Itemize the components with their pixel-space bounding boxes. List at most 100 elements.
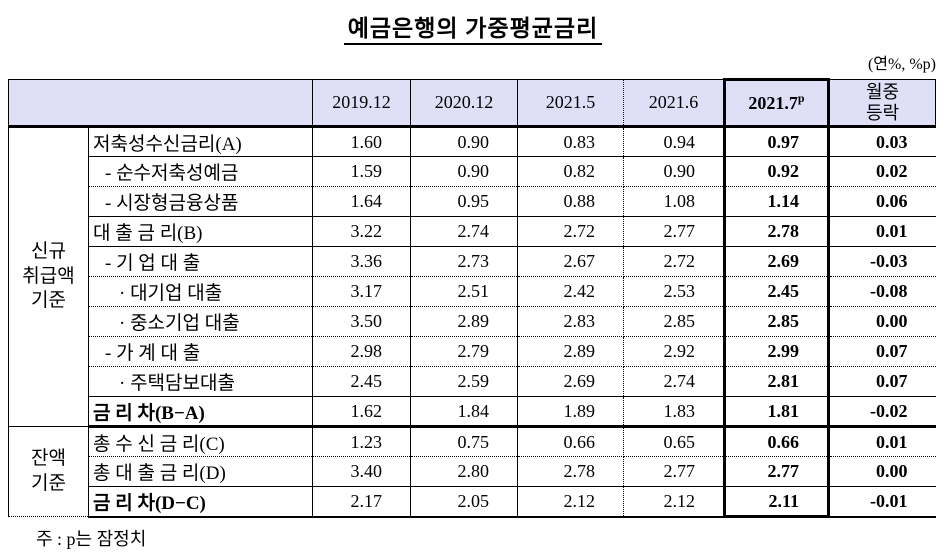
value-cell: 2.72: [517, 216, 624, 247]
value-cell: 0.02: [828, 156, 936, 187]
value-cell: 2.83: [517, 306, 624, 337]
value-cell: 2.74: [410, 216, 518, 247]
value-cell: 2.72: [623, 246, 725, 277]
value-cell: 2.53: [623, 276, 725, 307]
value-cell: 2.69: [723, 246, 830, 277]
column-header-2021-7p-text: 2021.7: [748, 93, 798, 114]
row-label: 금 리 차(B−A): [88, 396, 313, 428]
table-row: 금 리 차(B−A) 1.62 1.84 1.89 1.83 1.81 -0.0…: [9, 396, 936, 428]
value-cell: 2.85: [623, 306, 725, 337]
value-cell: 1.59: [312, 156, 411, 187]
value-cell: 2.78: [517, 456, 624, 487]
value-cell: 0.65: [623, 426, 725, 457]
value-cell: 2.51: [410, 276, 518, 307]
row-label: 총 수 신 금 리(C): [88, 426, 313, 457]
value-cell: 2.17: [312, 486, 411, 518]
column-header-2021-6: 2021.6: [623, 79, 725, 128]
value-cell: 0.66: [723, 426, 830, 457]
value-cell: 0.03: [828, 126, 936, 157]
value-cell: 2.42: [517, 276, 624, 307]
value-cell: 2.73: [410, 246, 518, 277]
row-label: · 대기업 대출: [88, 276, 313, 307]
value-cell: 2.45: [723, 276, 830, 307]
row-label: 총 대 출 금 리(D): [88, 456, 313, 487]
value-cell: 3.22: [312, 216, 411, 247]
value-cell: 0.88: [517, 186, 624, 217]
value-cell: 2.92: [623, 336, 725, 367]
value-cell: -0.01: [828, 486, 936, 518]
monthly-change-line2: 등락: [865, 102, 900, 123]
value-cell: 2.77: [623, 456, 725, 487]
value-cell: 0.83: [517, 126, 624, 157]
value-cell: 2.05: [410, 486, 518, 518]
column-header-2021-7p: 2021.7p: [723, 78, 830, 128]
value-cell: 1.89: [517, 396, 624, 428]
value-cell: 2.98: [312, 336, 411, 367]
value-cell: 0.01: [828, 426, 936, 457]
value-cell: 0.07: [828, 366, 936, 397]
value-cell: -0.02: [828, 396, 936, 428]
rates-table: 2019.12 2020.12 2021.5 2021.6 2021.7p 월중…: [8, 78, 936, 518]
row-label: - 순수저축성예금: [88, 156, 313, 187]
value-cell: 0.90: [410, 156, 518, 187]
row-label: · 중소기업 대출: [88, 306, 313, 337]
table-row: - 가 계 대 출 2.98 2.79 2.89 2.92 2.99 0.07: [9, 336, 936, 367]
table-row: 총 대 출 금 리(D) 3.40 2.80 2.78 2.77 2.77 0.…: [9, 456, 936, 487]
value-cell: 3.17: [312, 276, 411, 307]
value-cell: -0.08: [828, 276, 936, 307]
table-row: · 주택담보대출 2.45 2.59 2.69 2.74 2.81 0.07: [9, 366, 936, 397]
page-title: 예금은행의 가중평균금리: [0, 0, 946, 45]
table-row: 잔액 기준 총 수 신 금 리(C) 1.23 0.75 0.66 0.65 0…: [8, 426, 936, 517]
value-cell: 2.67: [517, 246, 624, 277]
value-cell: 1.14: [723, 186, 830, 217]
value-cell: 1.83: [623, 396, 725, 428]
value-cell: 2.77: [623, 216, 725, 247]
value-cell: 2.12: [517, 486, 624, 518]
value-cell: 1.84: [410, 396, 518, 428]
monthly-change-line1: 월중: [865, 81, 900, 102]
value-cell: 0.00: [828, 306, 936, 337]
value-cell: 1.62: [312, 396, 411, 428]
value-cell: 2.78: [723, 216, 830, 247]
value-cell: 2.99: [723, 336, 830, 367]
page-title-text: 예금은행의 가중평균금리: [343, 16, 603, 45]
value-cell: 2.81: [723, 366, 830, 397]
value-cell: 0.66: [517, 426, 624, 457]
value-cell: 2.45: [312, 366, 411, 397]
column-header-2019-12: 2019.12: [312, 79, 411, 128]
row-group-label-balance-basis: 잔액 기준: [8, 426, 89, 517]
table-row: - 시장형금융상품 1.64 0.95 0.88 1.08 1.14 0.06: [9, 186, 936, 217]
value-cell: 0.95: [410, 186, 518, 217]
value-cell: 0.82: [517, 156, 624, 187]
table-row: 대 출 금 리(B) 3.22 2.74 2.72 2.77 2.78 0.01: [9, 216, 936, 247]
value-cell: 0.75: [410, 426, 518, 457]
value-cell: 2.80: [410, 456, 518, 487]
row-label: · 주택담보대출: [88, 366, 313, 397]
value-cell: 2.69: [517, 366, 624, 397]
table-row: - 순수저축성예금 1.59 0.90 0.82 0.90 0.92 0.02: [9, 156, 936, 187]
row-group-label-new-transactions: 신규 취급액 기준: [8, 126, 89, 427]
column-header-2020-12: 2020.12: [410, 79, 518, 128]
row-label: 대 출 금 리(B): [88, 216, 313, 247]
table-row: - 기 업 대 출 3.36 2.73 2.67 2.72 2.69 -0.03: [9, 246, 936, 277]
row-label: 금 리 차(D−C): [88, 486, 313, 518]
value-cell: 0.07: [828, 336, 936, 367]
value-cell: 0.94: [623, 126, 725, 157]
value-cell: 0.01: [828, 216, 936, 247]
value-cell: -0.03: [828, 246, 936, 277]
row-label: - 시장형금융상품: [88, 186, 313, 217]
value-cell: 1.64: [312, 186, 411, 217]
row-label: - 가 계 대 출: [88, 336, 313, 367]
value-cell: 0.97: [723, 126, 830, 157]
table-row: · 중소기업 대출 3.50 2.89 2.83 2.85 2.85 0.00: [9, 306, 936, 337]
value-cell: 2.11: [723, 486, 830, 518]
value-cell: 3.36: [312, 246, 411, 277]
value-cell: 2.89: [410, 306, 518, 337]
footnote: 주 : p는 잠정치: [36, 529, 147, 549]
value-cell: 2.89: [517, 336, 624, 367]
value-cell: 3.50: [312, 306, 411, 337]
table-row: 금 리 차(D−C) 2.17 2.05 2.12 2.12 2.11 -0.0…: [9, 486, 936, 518]
value-cell: 2.12: [623, 486, 725, 518]
value-cell: 3.40: [312, 456, 411, 487]
